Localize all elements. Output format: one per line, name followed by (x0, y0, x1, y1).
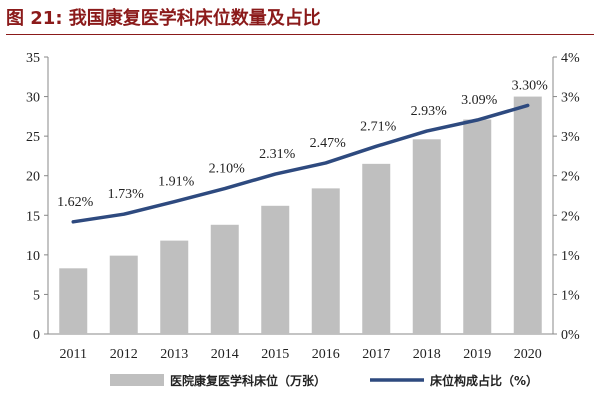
chart-title: 图 21: 我国康复医学科床位数量及占比 (6, 4, 594, 35)
data-label-2012: 1.73% (108, 187, 145, 202)
left-tick-label: 30 (26, 91, 40, 106)
left-tick-label: 10 (26, 249, 40, 264)
right-tick-label: 4% (561, 51, 580, 66)
right-tick-label: 3% (561, 130, 580, 145)
data-label-2017: 2.71% (360, 119, 397, 134)
x-tick-label: 2019 (463, 347, 491, 362)
x-tick-label: 2014 (211, 347, 239, 362)
x-tick-label: 2011 (60, 347, 87, 362)
x-tick-label: 2012 (110, 347, 138, 362)
right-tick-label: 1% (561, 288, 580, 303)
x-tick-label: 2018 (413, 347, 441, 362)
line-series-share (71, 103, 530, 224)
bar-2017 (362, 163, 391, 334)
left-tick-label: 20 (26, 170, 40, 185)
bar-2011 (59, 268, 88, 334)
x-tick-label: 2017 (362, 347, 390, 362)
bar-2012 (109, 255, 138, 334)
bar-2018 (412, 139, 441, 334)
bar-2014 (210, 224, 239, 334)
x-tick-label: 2020 (514, 347, 542, 362)
left-tick-label: 15 (26, 209, 40, 224)
left-tick-label: 5 (33, 288, 40, 303)
data-label-2020: 3.30% (512, 78, 549, 93)
legend-label-line: 床位构成占比（%） (430, 373, 538, 388)
left-tick-label: 25 (26, 130, 40, 145)
right-tick-label: 0% (561, 328, 580, 343)
x-tick-label: 2015 (261, 347, 289, 362)
bar-2019 (463, 119, 492, 334)
right-tick-label: 2% (561, 209, 580, 224)
bar-2016 (311, 188, 340, 334)
legend-swatch-bar (110, 374, 164, 386)
left-tick-label: 0 (33, 328, 40, 343)
data-label-2015: 2.31% (259, 147, 296, 162)
bar-2015 (261, 205, 290, 334)
right-tick-label: 1% (561, 249, 580, 264)
right-tick-label: 2% (561, 170, 580, 185)
bar-2020 (513, 96, 542, 334)
legend-label-bar: 医院康复医学科床位（万张） (170, 373, 326, 388)
left-tick-label: 35 (26, 51, 40, 66)
x-tick-label: 2013 (160, 347, 188, 362)
data-label-2011: 1.62% (57, 195, 94, 210)
data-label-2016: 2.47% (310, 136, 347, 151)
data-label-2019: 3.09% (461, 93, 498, 108)
x-tick-label: 2016 (312, 347, 340, 362)
bar-2013 (160, 240, 189, 334)
right-tick-label: 3% (561, 91, 580, 106)
data-label-2013: 1.91% (158, 175, 195, 190)
data-label-2014: 2.10% (209, 162, 246, 177)
data-label-2018: 2.93% (411, 104, 448, 119)
